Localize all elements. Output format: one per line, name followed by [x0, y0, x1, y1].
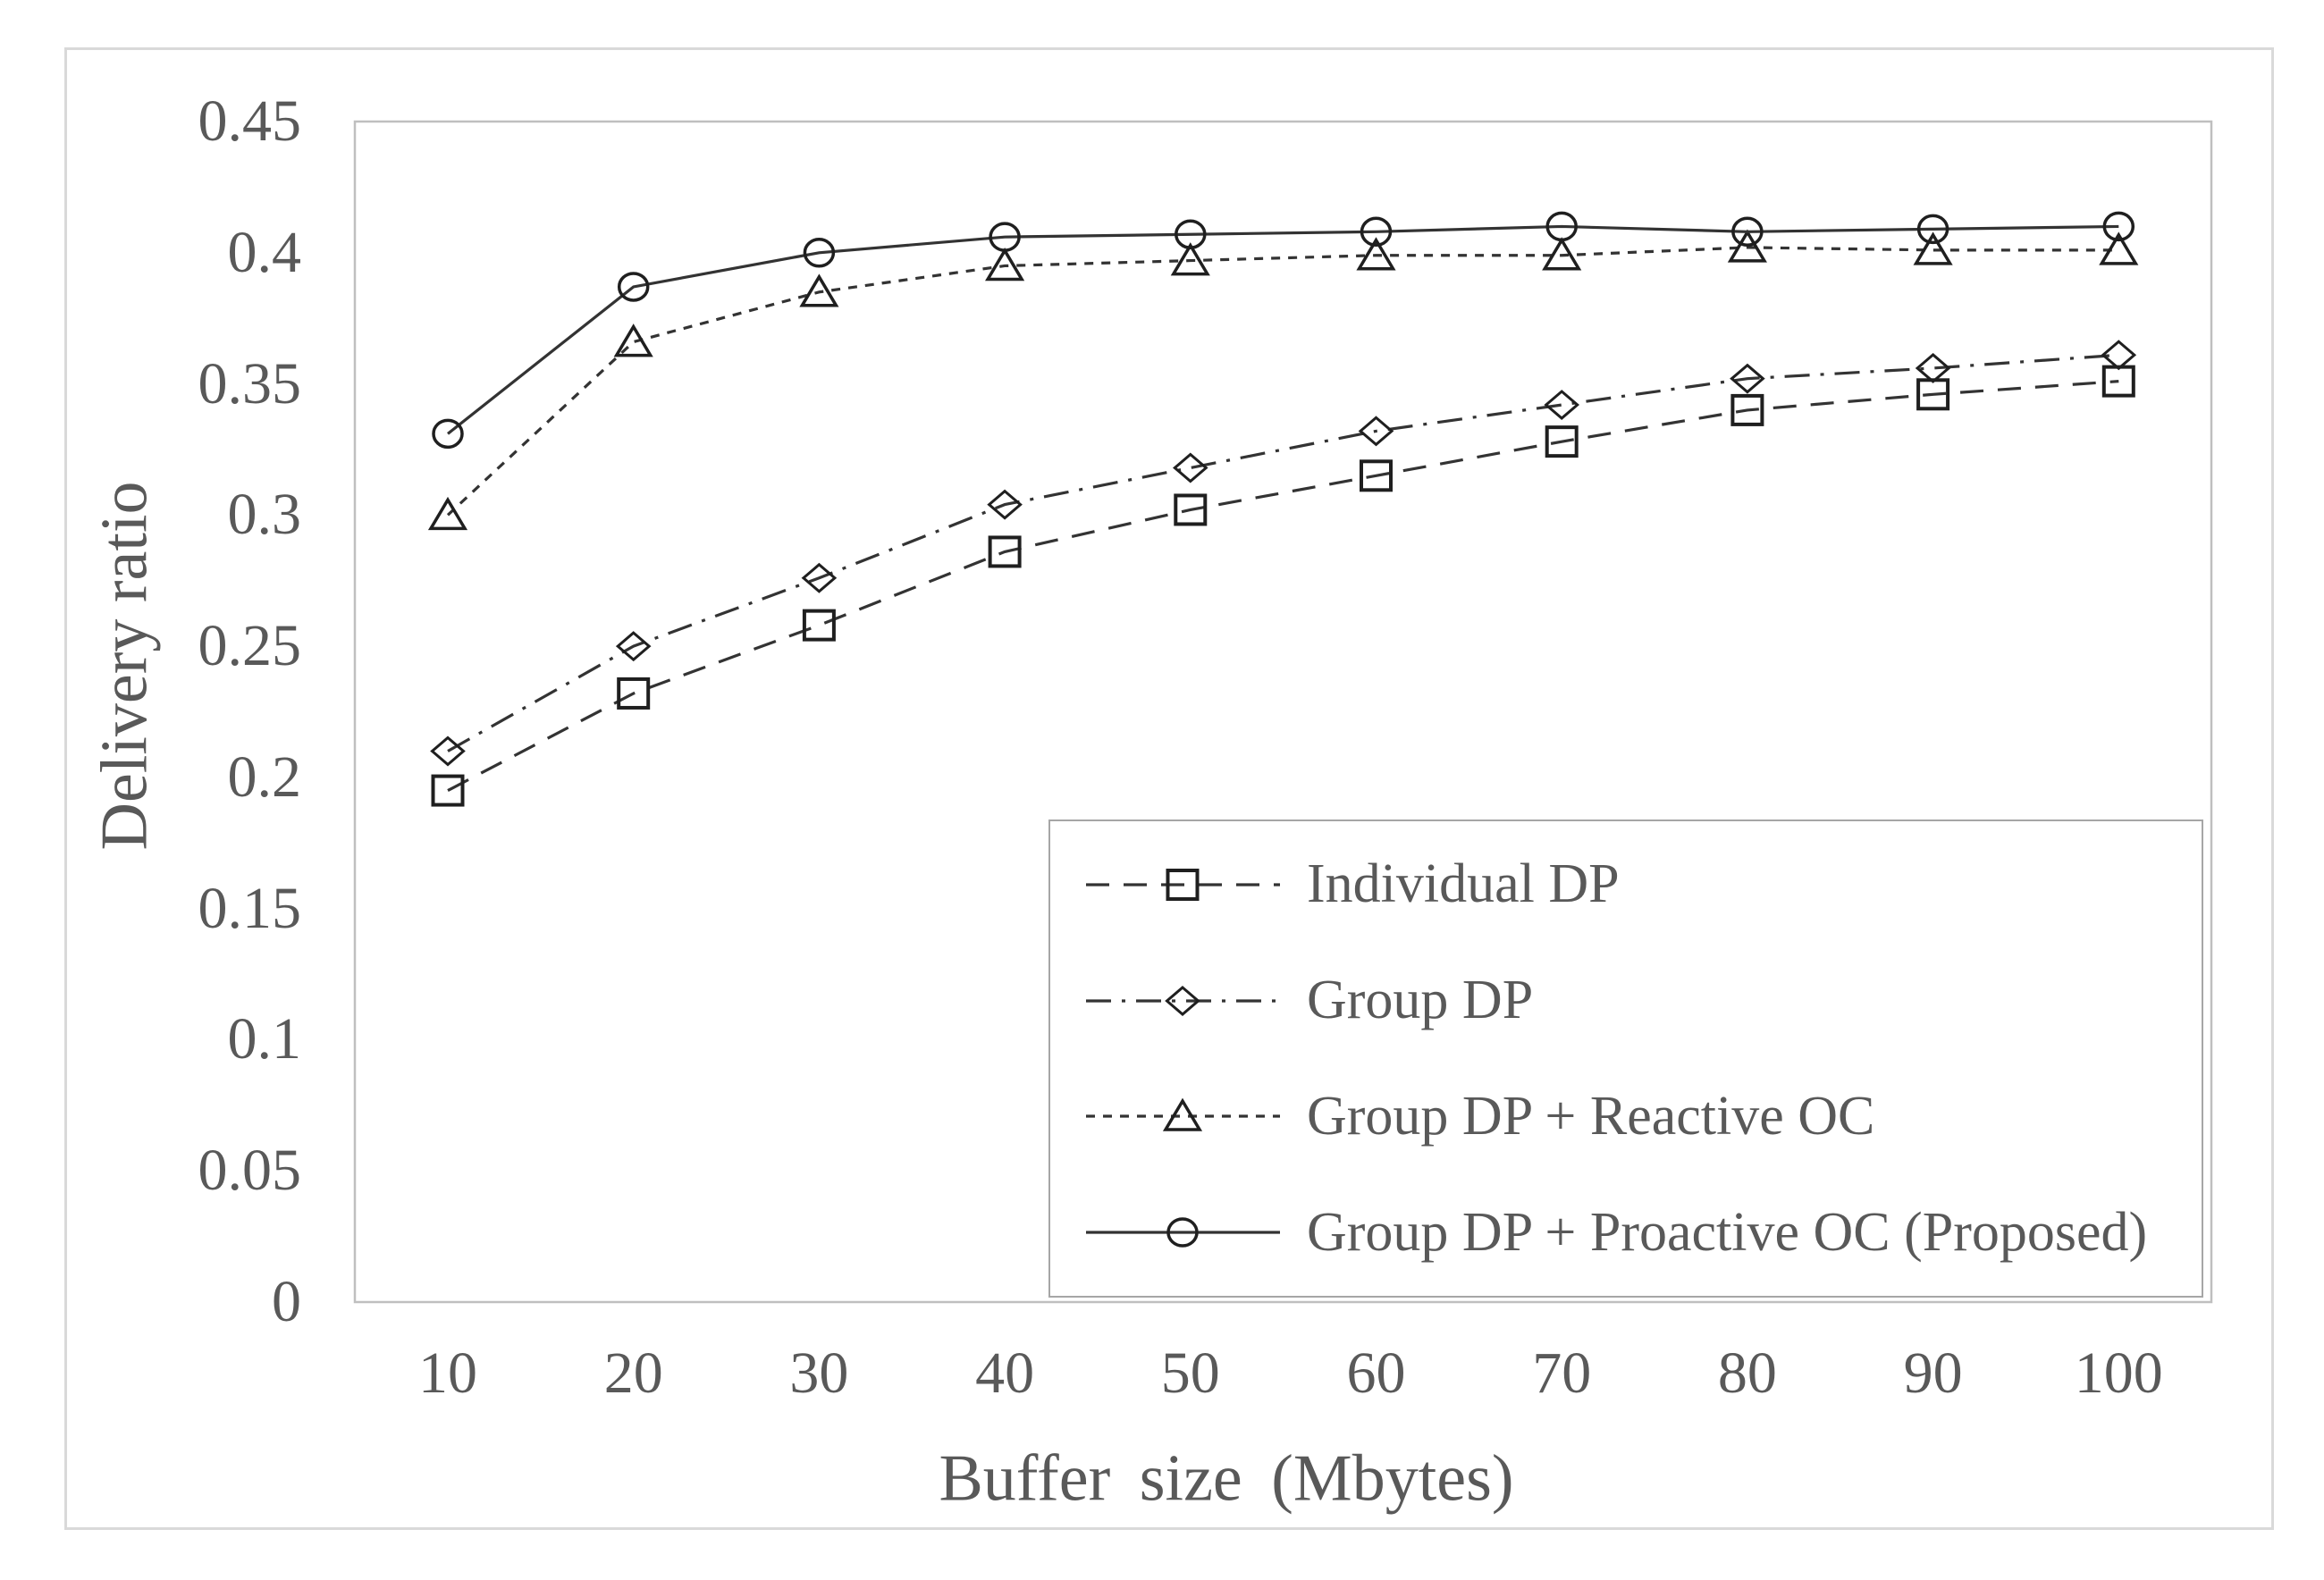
marker-triangle: [1170, 242, 1210, 276]
legend-box: Individual DP Group DP Group DP + Reactive…: [1048, 819, 2203, 1298]
legend-sample-triangle: [1086, 1097, 1280, 1132]
legend-label: Group DP: [1307, 970, 1534, 1031]
y-tick-label: 0.25: [198, 613, 302, 679]
series-line: [446, 246, 2119, 517]
marker-triangle: [1542, 237, 1582, 271]
marker-square: [617, 677, 651, 710]
marker-circle: [1731, 216, 1764, 248]
marker-square: [802, 609, 836, 642]
legend-entry: Group DP + Reactive OC: [1082, 1085, 2202, 1148]
marker-square: [988, 535, 1022, 568]
marker-triangle: [799, 273, 839, 307]
marker-diamond: [1358, 416, 1394, 447]
x-tick-label: 50: [1160, 1340, 1220, 1406]
plot-border: [353, 120, 2213, 1304]
series-line: [447, 224, 2119, 435]
series-individual-dp: [431, 365, 2135, 807]
marker-circle: [989, 222, 1021, 252]
x-tick-label: 10: [418, 1340, 477, 1406]
y-tick-label: 0.05: [198, 1138, 302, 1204]
series-group-dp-reactive-oc: [427, 229, 2139, 531]
marker-circle: [1916, 214, 1949, 245]
marker-triangle: [1356, 237, 1396, 271]
y-axis-title: Delivery ratio: [88, 481, 162, 851]
marker-triangle: [1727, 229, 1767, 263]
marker-diamond: [1915, 352, 1951, 383]
series-line: [447, 353, 2119, 752]
marker-diamond: [1544, 390, 1580, 421]
y-tick-label: 0.15: [198, 875, 302, 941]
legend-sample-diamond: [1086, 985, 1280, 1016]
x-tick-label: 90: [1903, 1340, 1963, 1406]
marker-triangle: [613, 324, 653, 357]
x-tick-label: 70: [1532, 1340, 1592, 1406]
marker-triangle: [427, 496, 468, 531]
marker-triangle: [1162, 1097, 1203, 1132]
marker-triangle: [2099, 231, 2139, 265]
legend-sample-square: [1086, 868, 1280, 901]
marker-square: [1174, 493, 1208, 526]
y-tick-label: 0: [272, 1269, 301, 1334]
x-tick-label: 60: [1346, 1340, 1406, 1406]
marker-square: [431, 774, 465, 807]
y-tick-label: 0.4: [227, 219, 302, 285]
marker-circle: [803, 238, 836, 268]
marker-square: [1166, 868, 1200, 901]
y-tick-label: 0.3: [227, 482, 302, 548]
marker-square: [1730, 393, 1764, 426]
marker-diamond: [615, 631, 652, 662]
marker-circle: [1166, 1217, 1199, 1248]
y-tick-label: 0.2: [227, 744, 302, 810]
marker-circle: [432, 418, 464, 450]
legend-label: Group DP + Proactive OC (Proposed): [1307, 1201, 2148, 1263]
x-tick-label: 100: [2074, 1340, 2163, 1406]
marker-diamond: [1172, 452, 1208, 483]
marker-diamond: [801, 562, 838, 593]
x-tick-label: 80: [1717, 1340, 1777, 1406]
x-tick-label: 40: [975, 1340, 1035, 1406]
legend-entry: Individual DP: [1082, 853, 2202, 916]
marker-triangle: [985, 248, 1025, 282]
legend-sample-circle: [1086, 1217, 1280, 1248]
marker-diamond: [2101, 340, 2137, 371]
marker-circle: [1545, 211, 1578, 242]
marker-triangle: [1913, 231, 1953, 265]
x-tick-label: 30: [789, 1340, 849, 1406]
marker-circle: [1175, 219, 1207, 249]
series-group-dp: [430, 340, 2137, 767]
marker-circle: [1360, 216, 1393, 248]
y-tick-label: 0.45: [198, 88, 302, 154]
legend-entry: Group DP: [1082, 969, 2202, 1032]
marker-diamond: [987, 489, 1023, 520]
legend-entry: Group DP + Proactive OC (Proposed): [1082, 1201, 2202, 1265]
series-line: [447, 380, 2119, 792]
marker-diamond: [430, 735, 466, 767]
y-tick-label: 0.35: [198, 350, 302, 416]
y-tick-label: 0.1: [227, 1006, 302, 1072]
marker-circle: [2102, 211, 2135, 242]
marker-circle: [617, 272, 650, 302]
series-group-dp-proactive-oc-proposed: [432, 211, 2135, 450]
marker-square: [1545, 425, 1579, 458]
x-axis-title: Buffer size (Mbytes): [939, 1441, 1514, 1516]
x-tick-label: 20: [603, 1340, 663, 1406]
marker-diamond: [1165, 985, 1200, 1016]
legend-label: Group DP + Reactive OC: [1307, 1085, 1875, 1147]
marker-diamond: [1730, 363, 1765, 394]
legend-label: Individual DP: [1307, 853, 1620, 915]
marker-square: [1360, 459, 1393, 492]
